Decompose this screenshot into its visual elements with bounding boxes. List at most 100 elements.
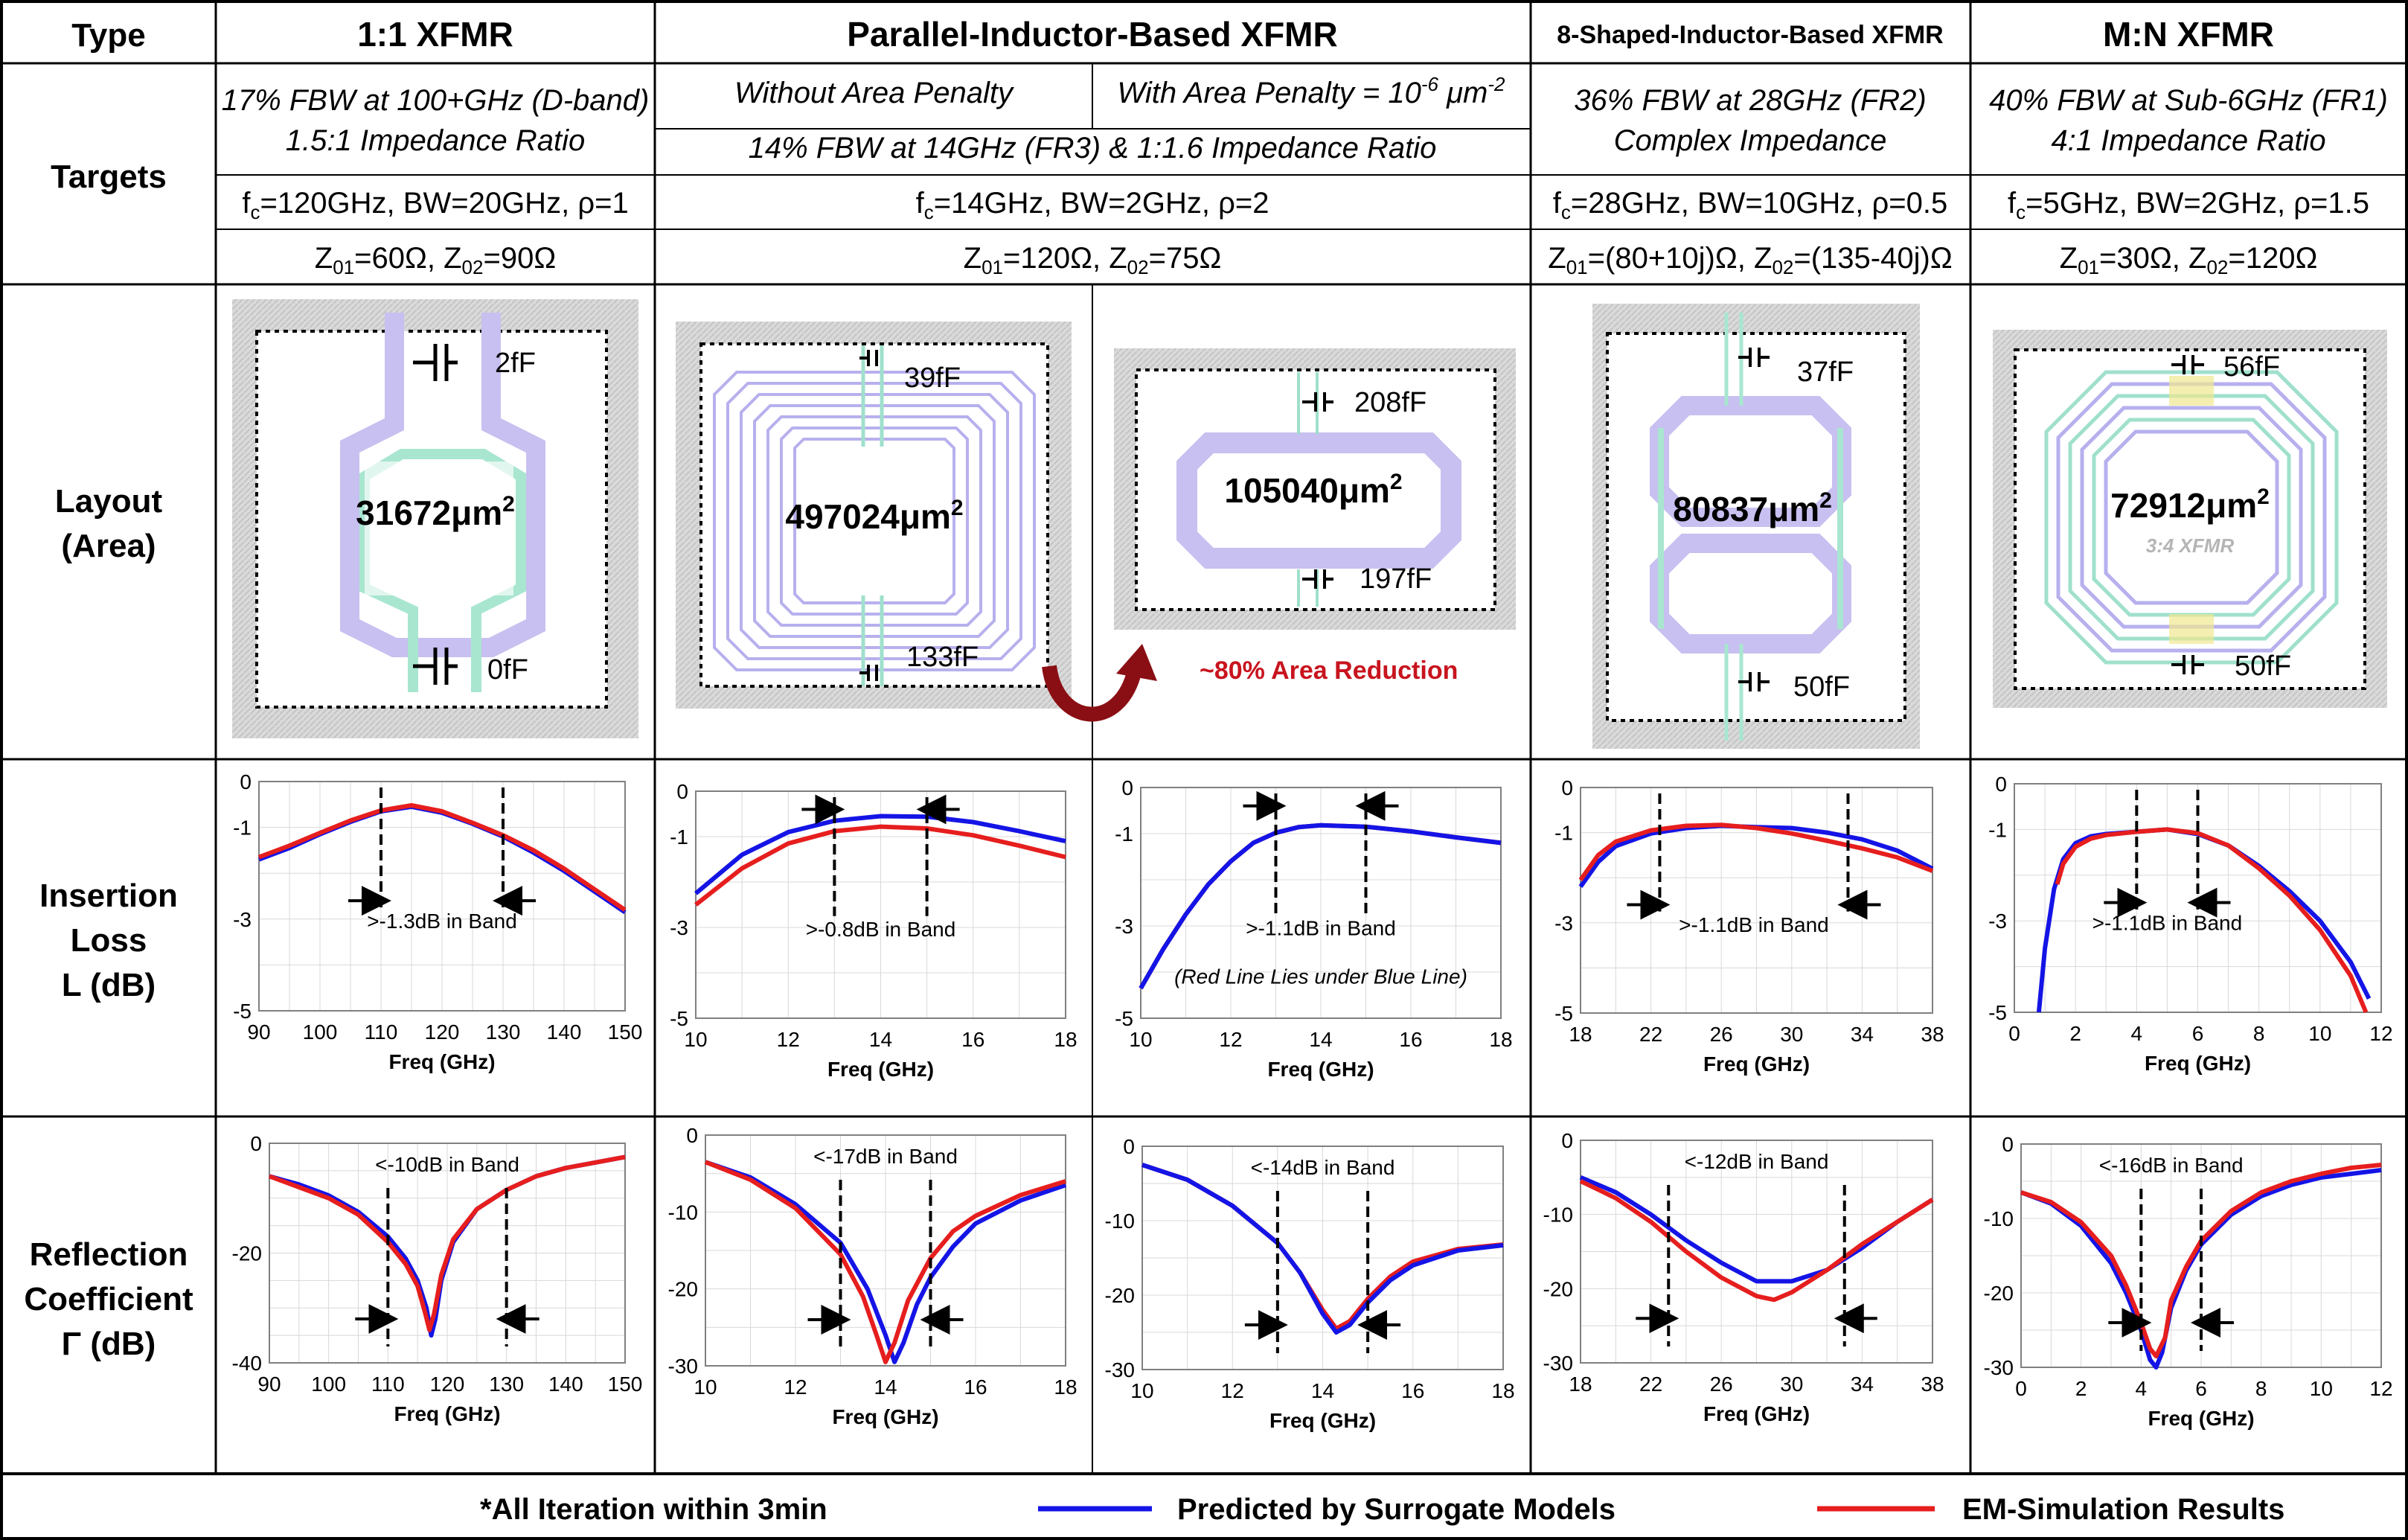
x-axis-label: Freq (GHz) [827, 1058, 934, 1081]
header-type: Type [71, 17, 145, 54]
y-tick-label: 0 [1561, 776, 1573, 799]
header-8-shaped-inductor-xfmr: 8-Shaped-Inductor-Based XFMR [1557, 21, 1943, 49]
series-line [704, 1160, 1066, 1364]
params-8-shaped: fc=28GHz, BW=10GHz, ρ=0.5 [1553, 187, 1947, 223]
capacitor-top-icon [859, 350, 878, 366]
layout-parallel-inductor-with-penalty: 208fF 197fF 105040μm2 [1114, 348, 1516, 630]
x-tick-label: 150 [608, 1373, 643, 1396]
x-axis-label: Freq (GHz) [1703, 1402, 1810, 1425]
x-tick-label: 26 [1710, 1373, 1733, 1396]
x-tick-label: 14 [1311, 1379, 1334, 1402]
x-tick-label: 10 [2310, 1377, 2333, 1400]
band-annotation: <-14dB in Band [1251, 1156, 1395, 1179]
y-tick-label: -40 [232, 1352, 262, 1375]
target-1to1-line2: 1.5:1 Impedance Ratio [286, 124, 585, 157]
series-line [694, 814, 1066, 895]
chart-rc3: 10 12 14 16 18 0 -10 -20 -30 Freq (GHz) <-14dB in … [1105, 1135, 1515, 1432]
y-tick-label: -10 [1543, 1204, 1573, 1227]
legend-em-label: EM-Simulation Results [1962, 1493, 2284, 1526]
plot-frame [705, 1134, 1066, 1367]
y-tick-label: -30 [668, 1355, 698, 1378]
x-axis-label: Freq (GHz) [1267, 1058, 1374, 1081]
x-tick-label: 150 [608, 1020, 643, 1044]
y-tick-label: -30 [1105, 1358, 1135, 1381]
cap-label-top: 208fF [1354, 387, 1426, 418]
x-tick-label: 18 [1054, 1376, 1077, 1399]
plot-frame [2020, 1143, 2382, 1368]
row-label-targets: Targets [51, 159, 167, 195]
x-tick-label: 0 [2008, 1022, 2020, 1045]
y-tick-label: -20 [668, 1278, 698, 1301]
row-label-coefficient: Coefficient [24, 1281, 193, 1317]
layout-parallel-inductor-no-penalty: 39fF 133fF 497024μm2 [676, 322, 1072, 709]
target-mn-line2: 4:1 Impedance Ratio [2051, 124, 2325, 157]
series-line [268, 1154, 626, 1332]
series-line [1141, 1163, 1504, 1335]
x-tick-label: 18 [1569, 1023, 1592, 1046]
x-tick-label: 14 [1309, 1028, 1332, 1051]
header-mn-xfmr: M:N XFMR [2103, 15, 2274, 54]
chart-il2: 10 12 14 16 18 0 -1 -3 -5 Freq (GHz) >-0.8dB in Ba… [670, 780, 1077, 1081]
row-label-reflection: Reflection [30, 1236, 188, 1273]
series-line [1579, 1179, 1934, 1303]
band-annotation: >-1.1dB in Band [1246, 916, 1396, 939]
x-tick-label: 14 [869, 1028, 892, 1051]
x-tick-label: 140 [548, 1373, 583, 1396]
plot-frame [1141, 1146, 1504, 1370]
capacitor-top-icon [2171, 355, 2204, 374]
y-tick-label: -1 [233, 817, 252, 840]
x-tick-label: 12 [1219, 1028, 1242, 1051]
x-tick-label: 10 [1130, 1379, 1153, 1402]
y-tick-label: -10 [1105, 1210, 1135, 1233]
x-tick-label: 90 [257, 1373, 281, 1396]
target-with-area-penalty: With Area Penalty = 10-6 μm-2 [1118, 73, 1506, 109]
impedance-8-shaped: Z01=(80+10j)Ω, Z02=(135-40j)Ω [1548, 242, 1952, 278]
y-tick-label: 0 [250, 1132, 262, 1155]
mn-ratio-note: 3:4 XFMR [2146, 534, 2235, 557]
area-label: 31672μm2 [356, 492, 515, 532]
cap-label-top: 2fF [495, 348, 536, 379]
series-line [1578, 822, 1934, 881]
target-mn-line1: 40% FBW at Sub-6GHz (FR1) [1989, 84, 2388, 117]
plot-frame [258, 781, 626, 1012]
y-tick-label: -3 [1115, 915, 1133, 938]
x-tick-label: 34 [1851, 1373, 1874, 1396]
band-annotation: <-10dB in Band [375, 1153, 519, 1176]
x-tick-label: 110 [365, 1020, 398, 1044]
y-tick-label: -30 [1543, 1352, 1573, 1375]
x-axis-label: Freq (GHz) [388, 1050, 495, 1073]
x-tick-label: 38 [1921, 1023, 1944, 1046]
y-tick-label: 0 [686, 1124, 698, 1147]
cap-label-bottom: 50fF [1793, 671, 1850, 703]
header-1to1-xfmr: 1:1 XFMR [357, 15, 513, 54]
y-tick-label: -1 [1554, 822, 1573, 845]
x-tick-label: 16 [964, 1376, 987, 1399]
y-tick-label: -1 [670, 825, 688, 849]
x-tick-label: 120 [425, 1020, 460, 1044]
x-tick-label: 12 [1221, 1379, 1244, 1402]
x-tick-label: 110 [371, 1373, 405, 1396]
params-mn: fc=5GHz, BW=2GHz, ρ=1.5 [2008, 187, 2369, 223]
target-parallel-shared: 14% FBW at 14GHz (FR3) & 1:1.6 Impedance… [749, 132, 1437, 164]
y-tick-label: -1 [1988, 818, 2007, 841]
x-tick-label: 4 [2131, 1022, 2143, 1045]
capacitor-bottom-icon [1302, 569, 1333, 589]
x-tick-label: 22 [1639, 1023, 1662, 1046]
target-1to1-line1: 17% FBW at 100+GHz (D-band) [222, 84, 650, 117]
x-axis-label: Freq (GHz) [2145, 1052, 2251, 1075]
x-axis-label: Freq (GHz) [394, 1402, 500, 1425]
x-tick-label: 2 [2069, 1022, 2081, 1045]
area-label: 497024μm2 [785, 496, 963, 536]
area-reduction-label: ~80% Area Reduction [1200, 656, 1458, 685]
y-tick-label: 0 [240, 770, 252, 793]
y-tick-label: -20 [232, 1242, 262, 1265]
layout-mn-xfmr: 56fF 50fF 72912μm2 3:4 XFMR [1993, 330, 2387, 708]
x-tick-label: 6 [2192, 1022, 2204, 1045]
area-label: 72912μm2 [2110, 485, 2270, 525]
chart-rc4: 18 22 26 30 34 38 0 -10 -20 -30 Freq (GHz) <-12dB i… [1543, 1129, 1944, 1425]
x-tick-label: 140 [547, 1020, 582, 1044]
series-line [694, 824, 1066, 907]
x-tick-label: 130 [486, 1020, 521, 1044]
series-line [2020, 1163, 2382, 1358]
